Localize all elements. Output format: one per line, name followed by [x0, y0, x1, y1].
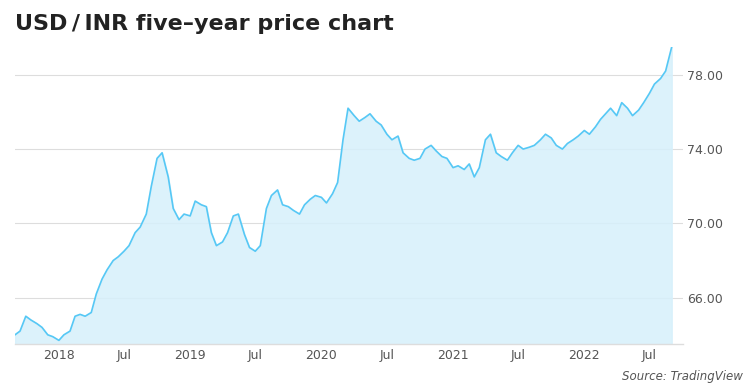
Text: USD / INR five–year price chart: USD / INR five–year price chart	[15, 14, 394, 34]
Text: Source: TradingView: Source: TradingView	[622, 370, 742, 383]
